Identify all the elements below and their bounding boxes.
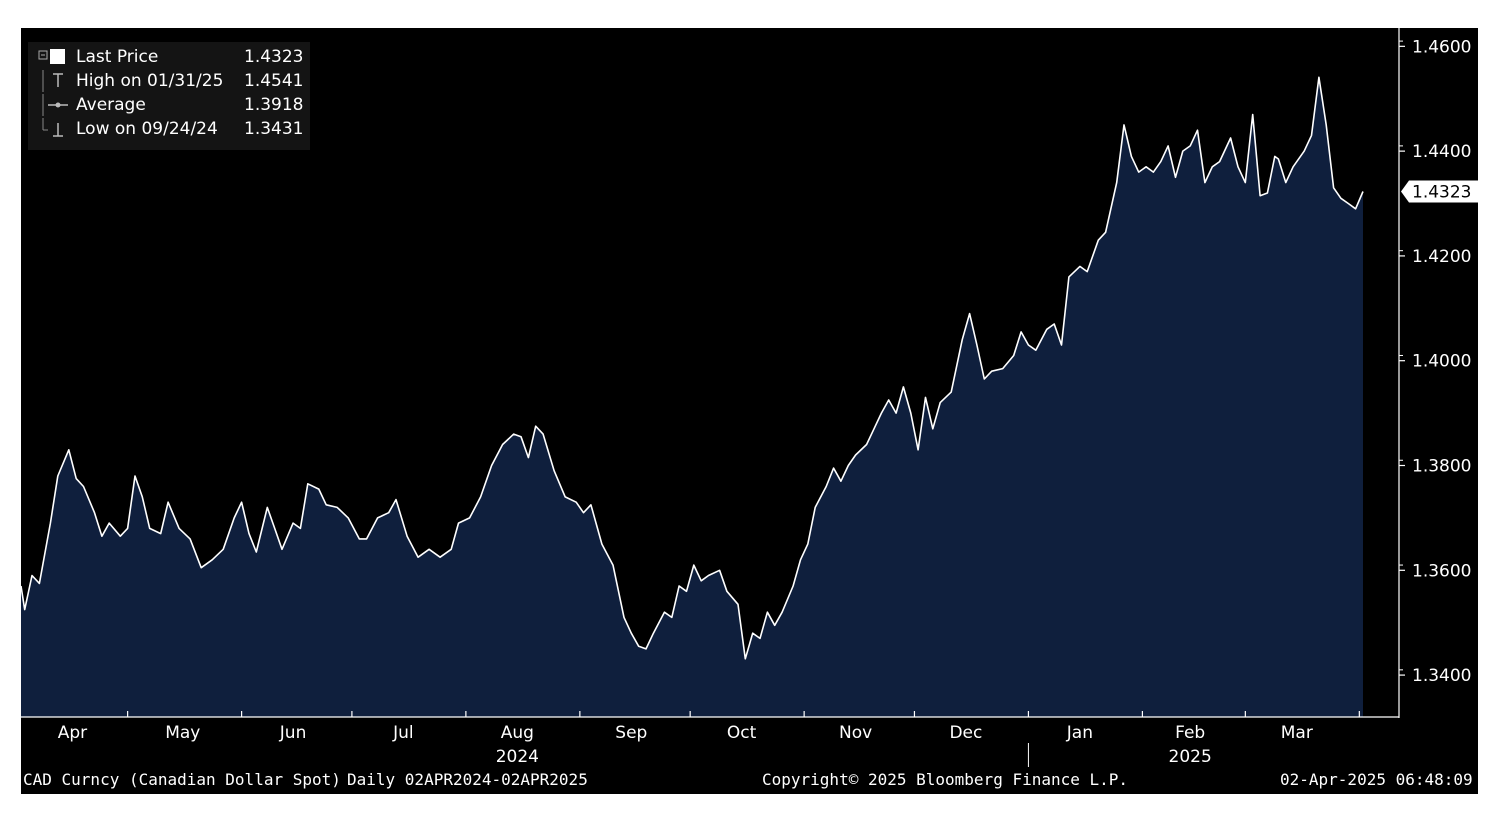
y-tick-label: 1.4200 [1412, 247, 1471, 267]
x-tick-label: Apr [58, 723, 87, 743]
price-chart: 1.4600 1.4400 1.4200 1.4000 1.3800 1.3600 1.34… [21, 28, 1478, 767]
x-tick-label: Sep [615, 723, 647, 743]
price-line [21, 76, 1364, 660]
average-marker-icon [38, 94, 72, 116]
chart-legend: Last Price 1.4323 High on 01/31/25 1.454… [28, 42, 310, 150]
x-year-label: 2024 [496, 747, 539, 767]
legend-value: 1.4323 [244, 47, 304, 67]
x-tick-label: Jul [392, 723, 414, 743]
y-tick-label: 1.4000 [1412, 352, 1471, 372]
x-tick-label: May [165, 723, 200, 743]
y-tick-label: 1.3400 [1412, 666, 1471, 686]
legend-label: Last Price [76, 47, 159, 67]
legend-value: 1.3431 [244, 119, 304, 139]
high-marker-icon [38, 70, 72, 92]
copyright-notice: Copyright© 2025 Bloomberg Finance L.P. [762, 770, 1129, 789]
y-tick-label: 1.3800 [1412, 457, 1471, 477]
y-axis: 1.4600 1.4400 1.4200 1.4000 1.3800 1.3600 1.34… [1399, 37, 1471, 686]
low-marker-icon [38, 118, 72, 140]
x-year-label: 2025 [1169, 747, 1212, 767]
legend-label: Average [76, 95, 146, 115]
y-tick-label: 1.3600 [1412, 561, 1471, 581]
last-value-marker: 1.4323 [1401, 180, 1478, 203]
last-value-tag [1401, 180, 1478, 203]
legend-label: High on 01/31/25 [76, 71, 224, 91]
legend-value: 1.3918 [244, 95, 304, 115]
x-tick-label: Dec [949, 723, 982, 743]
x-tick-label: Jan [1066, 723, 1093, 743]
date-range: Daily 02APR2024-02APR2025 [347, 770, 588, 789]
last-value-label: 1.4323 [1412, 182, 1471, 202]
y-tick-label: 1.4400 [1412, 142, 1471, 162]
legend-value: 1.4541 [244, 71, 304, 91]
x-axis: Apr May Jun Jul Aug Sep Oct Nov Dec Jan Feb Mar 2024… [58, 711, 1360, 767]
chart-panel: 1.4600 1.4400 1.4200 1.4000 1.3800 1.3600 1.34… [21, 28, 1478, 794]
y-tick-label: 1.4600 [1412, 37, 1471, 57]
x-tick-label: Jun [279, 723, 307, 743]
collapse-toggle-icon[interactable] [38, 46, 72, 68]
x-tick-label: Oct [727, 723, 757, 743]
price-area-fill [21, 77, 1363, 718]
security-description: CAD Curncy (Canadian Dollar Spot) [23, 770, 341, 789]
plot-area [21, 76, 1364, 718]
x-tick-label: Feb [1175, 723, 1205, 743]
x-tick-label: Nov [839, 723, 872, 743]
timestamp: 02-Apr-2025 06:48:09 [1280, 770, 1473, 789]
x-tick-label: Mar [1281, 723, 1313, 743]
legend-label: Low on 09/24/24 [76, 119, 218, 139]
x-tick-label: Aug [501, 723, 534, 743]
